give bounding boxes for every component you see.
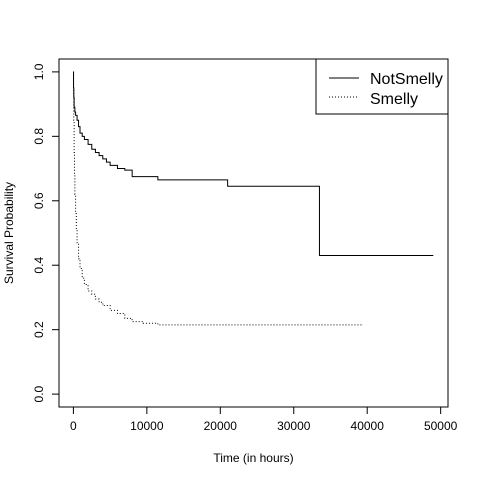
y-tick-label: 0.8	[32, 128, 46, 145]
series-line-notsmelly	[73, 71, 434, 257]
y-tick-label: 0.2	[32, 321, 46, 338]
legend: NotSmelly Smelly	[315, 58, 449, 115]
x-tick-label: 40000	[351, 419, 385, 433]
legend-box	[315, 58, 449, 115]
x-tick-label: 50000	[424, 419, 458, 433]
y-axis: 0.0 0.2 0.4 0.6 0.8 1.0	[32, 63, 60, 402]
y-tick-label: 1.0	[32, 63, 46, 80]
legend-label-smelly: Smelly	[370, 91, 418, 108]
x-tick-label: 20000	[204, 419, 238, 433]
y-tick-label: 0.4	[32, 257, 46, 274]
series-layer	[73, 71, 434, 326]
y-tick-label: 0.0	[32, 385, 46, 402]
x-axis: 0 10000 20000 30000 40000 50000	[70, 406, 458, 433]
y-tick-label: 0.6	[32, 192, 46, 209]
x-axis-label: Time (in hours)	[213, 451, 293, 465]
legend-label-notsmelly: NotSmelly	[370, 71, 443, 88]
x-tick-label: 30000	[277, 419, 311, 433]
x-tick-label: 10000	[130, 419, 164, 433]
x-tick-label: 0	[70, 419, 77, 433]
y-axis-label: Survival Probability	[2, 182, 16, 284]
